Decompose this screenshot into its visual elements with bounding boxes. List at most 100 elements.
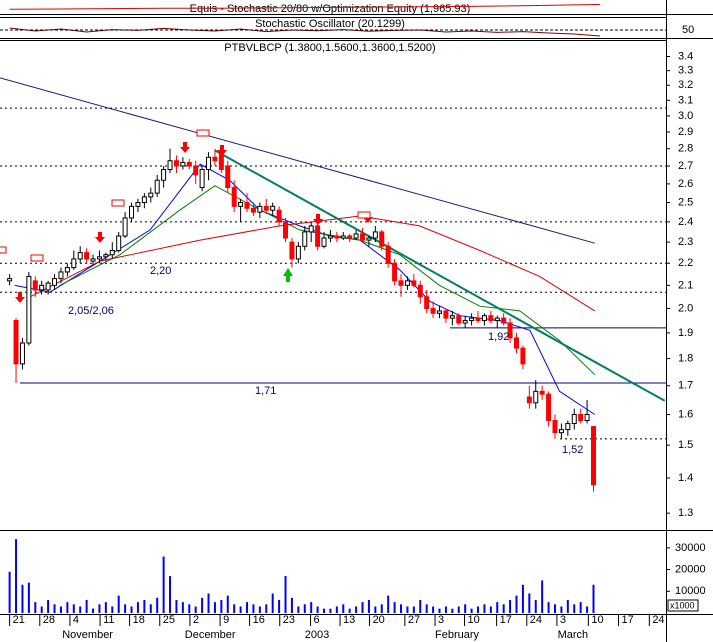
volume-bar bbox=[323, 608, 326, 613]
candle-body bbox=[379, 231, 385, 247]
volume-bar bbox=[72, 604, 75, 613]
candle-body bbox=[103, 254, 109, 258]
volume-bar bbox=[329, 608, 332, 613]
candle-body bbox=[539, 390, 545, 395]
y-tick-label: 2.4 bbox=[678, 216, 693, 228]
volume-bar bbox=[521, 584, 524, 613]
volume-bar bbox=[303, 604, 306, 613]
volume-bar bbox=[40, 606, 43, 613]
x-tick-label: 3 bbox=[438, 614, 444, 626]
candle-body bbox=[295, 245, 301, 260]
exit-tag bbox=[30, 254, 44, 262]
month-label: March bbox=[558, 629, 589, 641]
candle-body bbox=[238, 202, 244, 207]
month-label: December bbox=[185, 629, 236, 641]
candle-body bbox=[7, 278, 13, 282]
candle-body bbox=[430, 308, 436, 314]
candle-body bbox=[565, 423, 571, 431]
volume-bar bbox=[361, 602, 364, 613]
volume-bar bbox=[464, 604, 467, 613]
trendline bbox=[0, 77, 595, 244]
candle-body bbox=[64, 267, 70, 273]
candle-body bbox=[494, 317, 500, 322]
volume-unit: x1000 bbox=[670, 600, 695, 610]
candle-body bbox=[96, 256, 102, 260]
candle-body bbox=[558, 429, 564, 434]
candle-body bbox=[244, 202, 250, 209]
x-tick-label: 17 bbox=[622, 614, 634, 626]
volume-bar bbox=[534, 599, 537, 613]
annotation: 2,05/2,06 bbox=[68, 305, 114, 317]
oscillator-tick-label: 50 bbox=[682, 24, 694, 36]
unit-box bbox=[667, 599, 699, 612]
volume-bar bbox=[278, 599, 281, 613]
volume-bar bbox=[284, 576, 287, 613]
candle-body bbox=[353, 233, 359, 239]
volume-bar bbox=[400, 604, 403, 613]
candle-body bbox=[327, 235, 333, 239]
candle-body bbox=[321, 237, 327, 247]
candle-body bbox=[58, 271, 64, 280]
volume-bar bbox=[233, 604, 236, 613]
candle-body bbox=[315, 225, 321, 247]
candle-body bbox=[257, 205, 263, 213]
volume-bar bbox=[34, 602, 37, 613]
volume-bar bbox=[387, 595, 390, 613]
volume-bar bbox=[560, 606, 563, 613]
candle-body bbox=[263, 205, 269, 211]
candle-body bbox=[19, 342, 25, 365]
volume-tick-label: 30000 bbox=[675, 542, 706, 554]
candle-body bbox=[449, 315, 455, 319]
volume-bar bbox=[489, 606, 492, 613]
candle-body bbox=[186, 161, 192, 167]
candle-body bbox=[469, 317, 475, 322]
volume-bar bbox=[66, 602, 69, 613]
candle-body bbox=[520, 347, 526, 365]
month-label: February bbox=[435, 629, 480, 641]
volume-bar bbox=[175, 599, 178, 613]
volume-bar bbox=[207, 593, 210, 613]
volume-bar bbox=[92, 608, 95, 613]
candle-body bbox=[199, 169, 205, 189]
candle-body bbox=[385, 245, 391, 264]
volume-bar bbox=[213, 602, 216, 613]
volume-bar bbox=[425, 604, 428, 613]
volume-bar bbox=[573, 604, 576, 613]
y-tick-label: 3.2 bbox=[678, 79, 693, 91]
y-tick-label: 2.6 bbox=[678, 178, 693, 190]
y-tick-label: 2.1 bbox=[678, 279, 693, 291]
candle-body bbox=[180, 161, 186, 167]
volume-bar bbox=[59, 606, 62, 613]
volume-bar bbox=[47, 599, 50, 613]
volume-bar bbox=[181, 602, 184, 613]
volume-bar bbox=[15, 539, 18, 613]
volume-bar bbox=[258, 606, 261, 613]
moving-average bbox=[59, 185, 596, 376]
candle-body bbox=[481, 315, 487, 322]
candle-body bbox=[571, 414, 577, 425]
candle-body bbox=[578, 414, 584, 421]
candle-body bbox=[456, 315, 462, 324]
volume-bar bbox=[104, 602, 107, 613]
volume-bar bbox=[265, 604, 268, 613]
buy-arrow bbox=[283, 268, 293, 282]
volume-bar bbox=[586, 606, 589, 613]
volume-bar bbox=[239, 606, 242, 613]
candle-body bbox=[283, 221, 289, 239]
candle-body bbox=[154, 179, 160, 194]
volume-bar bbox=[438, 608, 441, 613]
oscillator-title: Stochastic Oscillator (20.1299) bbox=[255, 18, 405, 30]
volume-bar bbox=[143, 599, 146, 613]
candle-body bbox=[526, 396, 532, 404]
candle-body bbox=[250, 207, 256, 213]
volume-bar bbox=[79, 606, 82, 613]
x-tick-label: 10 bbox=[468, 614, 480, 626]
candle-body bbox=[45, 282, 51, 291]
candle-body bbox=[84, 252, 90, 260]
candle-body bbox=[488, 315, 494, 322]
candle-body bbox=[116, 235, 122, 251]
x-tick-label: 20 bbox=[373, 614, 385, 626]
volume-bar bbox=[502, 604, 505, 613]
annotation: 1,71 bbox=[255, 385, 276, 397]
